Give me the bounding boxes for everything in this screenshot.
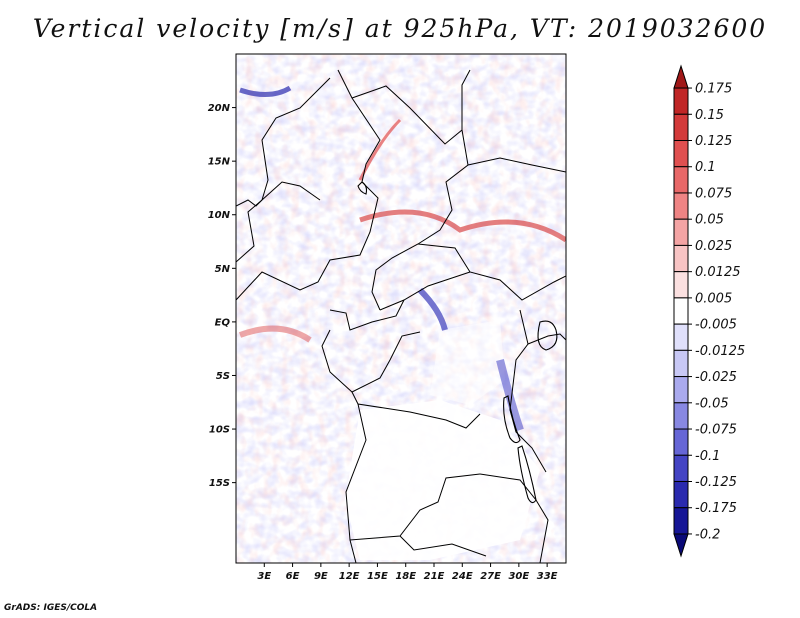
red-band-coast [238,325,312,343]
colorbar-cell [673,349,689,378]
colorbar-label: 0.175 [695,82,732,97]
colorbar-label: 0.0125 [695,265,741,280]
colorbar-cell [673,480,689,509]
colorbar-label: -0.005 [695,318,737,333]
colorbar-label: -0.125 [695,475,737,490]
colorbar-label: 0.025 [695,239,732,254]
y-axis: 20N 15N 10N 5N EQ 5S 10S 15S [208,103,236,489]
x-tick-label: 30E [508,571,529,582]
y-tick-label: 20N [208,103,231,114]
x-tick-label: 15E [367,571,388,582]
colorbar-label: 0.05 [695,213,724,228]
near-zero-region-2 [430,320,505,405]
y-tick-label: 15S [209,478,230,489]
colorbar-label: 0.075 [695,186,732,201]
lakes [357,181,558,504]
colorbar-cell [673,64,689,89]
x-axis: 3E 6E 9E 12E 15E 18E 21E 24E 27E 30E 33E [257,563,558,582]
colorbar-cell [673,113,689,142]
colorbar-cell [673,192,689,220]
colorbar-label: -0.0125 [695,344,745,359]
colorbar-label: 0.1 [695,160,716,175]
red-band-sahel [359,209,566,243]
colorbar-cell [673,166,689,194]
colorbar-label: -0.1 [695,449,720,464]
colorbar-cell [673,244,689,273]
footer-credit: GrADS: IGES/COLA [4,603,98,613]
colorbar-label: -0.075 [695,423,737,438]
colorbar-label: -0.2 [695,527,720,542]
country-borders [236,69,566,563]
x-tick-label: 27E [480,571,501,582]
velocity-field [236,54,566,563]
colorbar: 0.175 0.15 0.125 0.1 0.075 0.05 0.025 0.0125 0.0… [673,64,745,558]
x-tick-label: 3E [257,571,271,582]
map-frame [235,53,567,564]
colorbar-label: -0.175 [695,501,737,516]
colorbar-cell [673,271,689,299]
y-tick-label: 10S [209,425,230,436]
colorbar-label: 0.005 [695,291,732,306]
x-tick-label: 33E [537,571,558,582]
colorbar-cell [673,402,689,430]
blue-band-lakes [496,359,524,432]
colorbar-cell [673,507,689,535]
colorbar-cell [673,323,689,351]
x-tick-label: 18E [395,571,416,582]
colorbar-cell [673,140,689,168]
x-tick-label: 9E [314,571,328,582]
y-tick-label: 5S [216,371,230,382]
colorbar-label: -0.025 [695,370,737,385]
blue-band-north [239,85,292,97]
y-tick-label: 5N [215,264,231,275]
colorbar-cell [673,376,689,404]
x-tick-label: 21E [424,571,445,582]
colorbar-cell [673,454,689,482]
colorbar-cell [673,218,689,246]
chart-title: Vertical velocity [m/s] at 925hPa, VT: 2… [32,14,768,43]
y-tick-label: 10N [208,210,231,221]
colorbar-cell [673,87,689,115]
colorbar-label: 0.125 [695,134,732,149]
near-zero-region [345,400,540,560]
y-tick-label: EQ [215,317,231,328]
colorbar-label: 0.15 [695,108,724,123]
x-tick-label: 6E [286,571,300,582]
y-tick-label: 15N [208,157,231,168]
colorbar-cell [673,297,689,325]
x-tick-label: 24E [452,571,473,582]
colorbar-cell [673,428,689,456]
colorbar-label: -0.05 [695,396,729,411]
x-tick-label: 12E [339,571,360,582]
colorbar-cell [673,533,689,558]
blue-band-center [417,287,448,331]
